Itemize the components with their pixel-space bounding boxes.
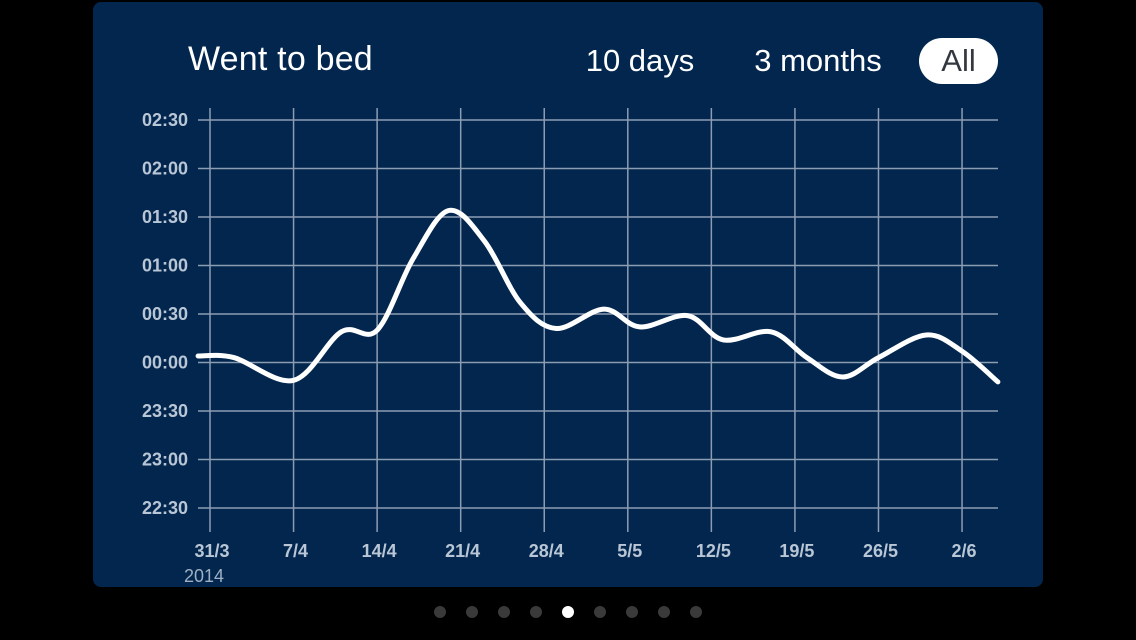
chart-card: Went to bed 10 days 3 months All 02:30 02…: [93, 2, 1043, 587]
page-dot-2[interactable]: [466, 606, 478, 618]
y-axis: 02:30 02:00 01:30 01:00 00:30 00:00 23:30 23:00…: [142, 110, 188, 518]
range-all-button[interactable]: All: [919, 38, 998, 84]
range-10-days-button[interactable]: 10 days: [585, 43, 695, 78]
page-dot-8[interactable]: [658, 606, 670, 618]
x-tick-label: 31/3: [194, 541, 229, 561]
y-tick-label: 01:30: [142, 207, 188, 227]
x-tick-label: 19/5: [779, 541, 814, 561]
page-dot-5-active[interactable]: [562, 606, 574, 618]
y-tick-label: 01:00: [142, 256, 188, 276]
bedtime-line-chart: 02:30 02:00 01:30 01:00 00:30 00:00 23:30 23:00…: [142, 108, 1001, 586]
x-tick-label: 14/4: [362, 541, 397, 561]
x-tick-label: 12/5: [696, 541, 731, 561]
y-tick-label: 22:30: [142, 498, 188, 518]
y-tick-label: 23:00: [142, 450, 188, 470]
page-dot-7[interactable]: [626, 606, 638, 618]
x-axis: 31/3 7/4 14/4 21/4 28/4 5/5 12/5 19/5 26/5 2/6: [194, 541, 976, 561]
page-dot-4[interactable]: [530, 606, 542, 618]
x-tick-label: 26/5: [863, 541, 898, 561]
chart-title: Went to bed: [188, 40, 373, 78]
x-tick-label: 7/4: [283, 541, 308, 561]
x-axis-year-label: 2014: [184, 566, 224, 586]
page-dot-3[interactable]: [498, 606, 510, 618]
x-tick-label: 5/5: [617, 541, 642, 561]
x-tick-label: 21/4: [445, 541, 480, 561]
y-tick-label: 00:30: [142, 304, 188, 324]
y-tick-label: 02:00: [142, 159, 188, 179]
y-tick-label: 23:30: [142, 401, 188, 421]
series-line: [195, 207, 1001, 385]
page-dot-1[interactable]: [434, 606, 446, 618]
page-dot-9[interactable]: [690, 606, 702, 618]
x-tick-label: 28/4: [529, 541, 564, 561]
y-tick-label: 00:00: [142, 353, 188, 373]
page-dot-6[interactable]: [594, 606, 606, 618]
y-tick-label: 02:30: [142, 110, 188, 130]
range-3-months-button[interactable]: 3 months: [754, 43, 882, 78]
chart-grid: [198, 108, 998, 532]
page-indicator: [0, 606, 1136, 622]
x-tick-label: 2/6: [952, 541, 977, 561]
